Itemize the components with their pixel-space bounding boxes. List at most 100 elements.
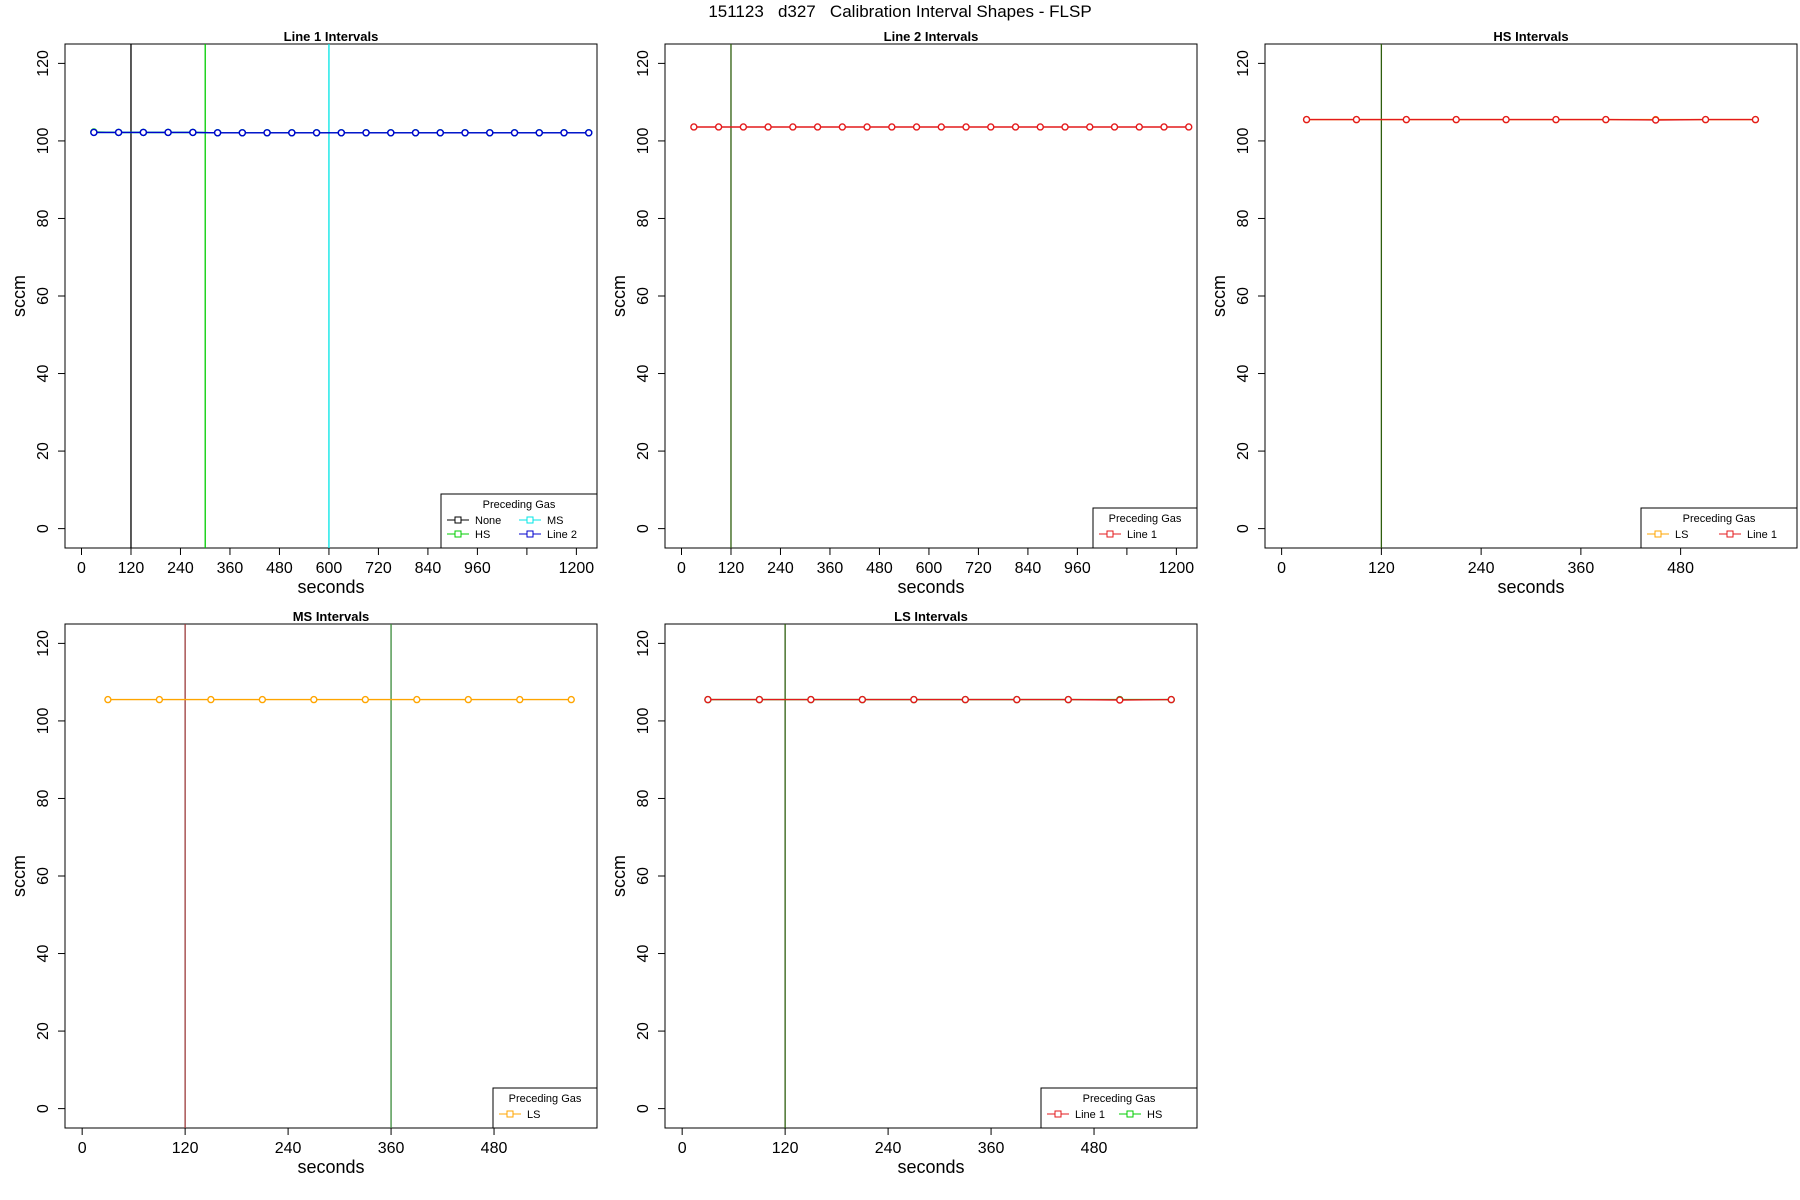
data-point — [1061, 123, 1069, 131]
data-point — [1185, 123, 1193, 131]
data-point — [164, 128, 172, 137]
data-point — [888, 123, 896, 131]
data-point — [838, 123, 847, 131]
data-point — [1701, 115, 1710, 124]
x-tick-label: 240 — [875, 1140, 902, 1157]
data-point — [1452, 115, 1460, 124]
x-tick-label: 840 — [415, 560, 442, 577]
y-tick-label: 80 — [635, 209, 652, 227]
x-tick-label: 360 — [1568, 560, 1595, 577]
data-point — [361, 695, 370, 704]
data-point — [858, 695, 867, 704]
legend: Preceding Gas LS — [492, 1087, 598, 1129]
x-tick-label: 240 — [275, 1140, 302, 1157]
legend: Preceding Gas Line 1 — [1092, 507, 1198, 549]
legend-marker — [454, 530, 462, 538]
legend-marker — [526, 516, 534, 524]
legend-marker — [1654, 530, 1662, 538]
x-tick-label: 960 — [464, 560, 491, 577]
ms-intervals-chart: MS Intervals 0 120 240 360 480 seconds 0 20 40 60 8… — [9, 609, 598, 1177]
data-point — [987, 123, 995, 131]
data-point — [114, 128, 123, 137]
legend-marker — [506, 1110, 514, 1118]
y-tick-label: 0 — [35, 1104, 52, 1113]
x-tick-label: 480 — [1667, 560, 1694, 577]
y-axis-label: sccm — [9, 855, 29, 897]
y-tick-label: 100 — [635, 707, 652, 734]
x-tick-label: 0 — [78, 1140, 87, 1157]
data-point — [1602, 115, 1610, 124]
data-point — [714, 123, 723, 131]
legend-title: Preceding Gas — [1109, 513, 1182, 525]
data-point — [461, 129, 469, 137]
x-tick-label: 360 — [978, 1140, 1005, 1157]
data-point — [567, 695, 575, 704]
data-point — [288, 129, 296, 137]
data-point — [1160, 123, 1168, 131]
data-point — [310, 695, 318, 704]
y-tick-label: 60 — [635, 867, 652, 885]
data-point — [436, 129, 444, 137]
data-point — [1167, 695, 1175, 704]
x-tick-label: 0 — [677, 560, 686, 577]
data-point — [1086, 123, 1094, 131]
data-point — [337, 129, 346, 137]
data-point — [1110, 123, 1119, 131]
y-tick-label: 100 — [35, 707, 52, 734]
data-point — [813, 123, 822, 131]
legend-box — [492, 1087, 598, 1129]
x-axis-label: seconds — [297, 577, 364, 597]
y-tick-label: 0 — [1235, 524, 1252, 533]
data-point — [258, 695, 267, 704]
data-point — [1135, 123, 1143, 131]
data-point — [739, 123, 748, 131]
y-axis-label: sccm — [609, 855, 629, 897]
y-tick-label: 40 — [35, 365, 52, 383]
data-point — [585, 129, 593, 137]
plot-area — [690, 44, 1193, 548]
chart-title: LS Intervals — [894, 609, 968, 624]
data-point — [263, 129, 271, 137]
chart-title: HS Intervals — [1493, 29, 1568, 44]
data-point — [910, 695, 918, 704]
y-axis-label: sccm — [9, 275, 29, 317]
legend-box — [1640, 507, 1798, 549]
data-point — [755, 695, 764, 704]
legend: Preceding Gas Line 1 HS — [1040, 1087, 1198, 1129]
y-tick-label: 40 — [1235, 365, 1252, 383]
x-axis-label: seconds — [297, 1157, 364, 1177]
y-axis-label: sccm — [1209, 275, 1229, 317]
x-tick-label: 360 — [817, 560, 844, 577]
data-point — [516, 695, 524, 704]
ls-intervals-chart: LS Intervals 0 120 240 360 480 seconds 0 20 40 60 8… — [609, 609, 1198, 1177]
y-tick-label: 0 — [635, 524, 652, 533]
y-tick-label: 60 — [35, 867, 52, 885]
hs-intervals-chart: HS Intervals 0 120 240 360 480 seconds 0 20 40 60 8… — [1209, 29, 1798, 597]
data-point — [139, 128, 148, 137]
y-tick-label: 80 — [35, 789, 52, 807]
plot-frame — [64, 43, 598, 549]
x-tick-label: 240 — [767, 560, 794, 577]
y-axis-label: sccm — [609, 275, 629, 317]
legend-label: HS — [475, 529, 490, 541]
chart-title: MS Intervals — [293, 609, 370, 624]
x-tick-label: 720 — [965, 560, 992, 577]
x-tick-label: 360 — [217, 560, 244, 577]
legend-label: LS — [1675, 529, 1688, 541]
legend-title: Preceding Gas — [509, 1093, 582, 1105]
x-tick-label: 0 — [77, 560, 86, 577]
y-tick-label: 60 — [635, 287, 652, 305]
data-point — [1036, 123, 1044, 131]
legend-marker — [1106, 530, 1114, 538]
x-tick-label: 120 — [172, 1140, 199, 1157]
legend-box — [1092, 507, 1198, 549]
legend-label: LS — [527, 1109, 540, 1121]
y-tick-label: 100 — [635, 127, 652, 154]
legend-title: Preceding Gas — [1683, 513, 1756, 525]
data-point — [690, 123, 698, 131]
data-point — [362, 129, 370, 137]
chart-title: Line 1 Intervals — [284, 29, 379, 44]
y-tick-label: 80 — [635, 789, 652, 807]
y-tick-label: 20 — [635, 442, 652, 460]
